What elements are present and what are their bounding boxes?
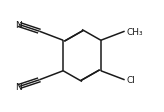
Text: N: N [15,82,21,91]
Text: Cl: Cl [126,76,135,85]
Text: CH₃: CH₃ [126,27,143,36]
Text: N: N [15,21,21,30]
